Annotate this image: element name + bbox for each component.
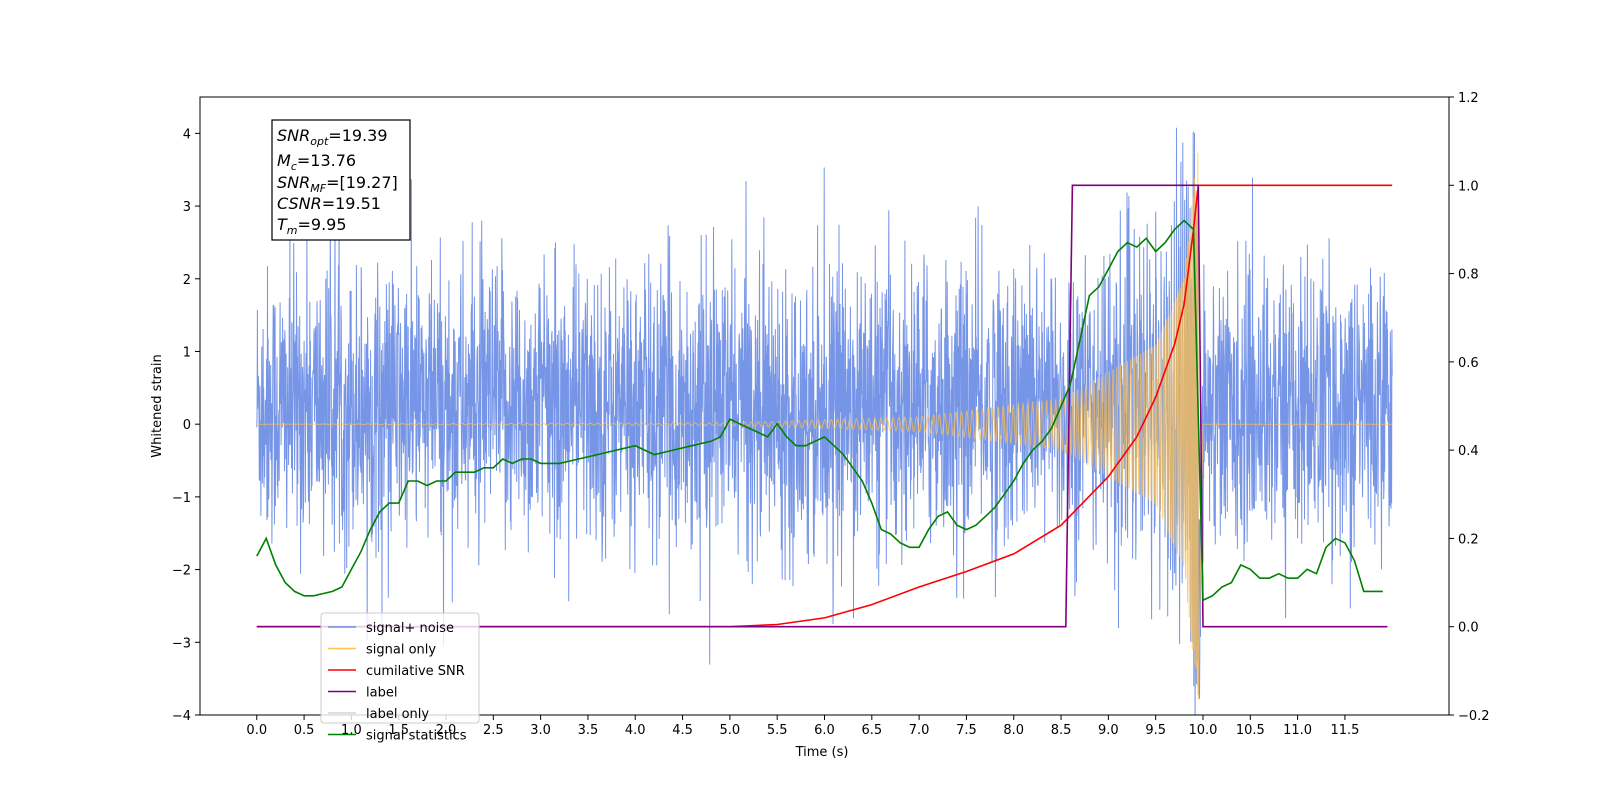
info-box-frame (271, 119, 411, 241)
info-value: =9.95 (298, 215, 347, 234)
y2-tick-label: 1.2 (1458, 91, 1479, 106)
x-tick-label: 11.0 (1283, 723, 1312, 738)
y2-tick-label: 0.0 (1458, 621, 1479, 636)
info-line: SNRMF=[19.27] (277, 173, 398, 195)
info-subscript: m (287, 224, 298, 237)
info-symbol: M (277, 151, 291, 170)
info-value: =19.51 (322, 194, 381, 213)
x-tick-label: 10.0 (1189, 723, 1218, 738)
x-tick-label: 2.5 (483, 723, 504, 738)
info-line: Mc=13.76 (277, 151, 356, 173)
info-symbol: T (277, 215, 288, 234)
y-tick-label: 2 (183, 273, 191, 288)
y-tick-label: 1 (183, 345, 191, 360)
legend-label: signal statistics (366, 729, 467, 744)
x-tick-label: 3.5 (578, 723, 599, 738)
y-tick-label: −1 (172, 491, 191, 506)
info-value: =[19.27] (326, 173, 398, 192)
x-tick-label: 9.5 (1145, 723, 1166, 738)
x-tick-label: 10.5 (1236, 723, 1265, 738)
info-subscript: MF (310, 182, 326, 195)
x-tick-label: 11.5 (1330, 723, 1359, 738)
x-tick-label: 0.0 (246, 723, 267, 738)
x-tick-label: 2.0 (436, 723, 457, 738)
series-signal-only (256, 152, 1393, 700)
info-subscript: opt (310, 135, 329, 148)
legend-label: signal+ noise (366, 621, 454, 636)
x-tick-label: 1.5 (388, 723, 409, 738)
info-box-lines: SNRopt=19.39Mc=13.76SNRMF=[19.27]CSNR=19… (277, 126, 398, 237)
info-symbol: SNR (277, 126, 310, 145)
x-axis-label: Time (s) (795, 745, 849, 760)
info-line: SNRopt=19.39 (277, 126, 388, 148)
x-tick-label: 6.5 (861, 723, 882, 738)
y-tick-label: 3 (183, 200, 191, 215)
info-line: Tm=9.95 (277, 215, 347, 237)
y-tick-label: 4 (183, 127, 191, 142)
x-tick-label: 6.0 (814, 723, 835, 738)
legend-label: label only (366, 707, 429, 722)
y2-axis-ticks: 1.2 1.0 0.8 0.6 0.4 0.2 0.0 −0.2 (1449, 91, 1490, 724)
y-tick-label: 0 (183, 418, 191, 433)
x-tick-label: 5.0 (720, 723, 741, 738)
legend-frame (320, 612, 480, 724)
legend-label: signal only (366, 643, 436, 658)
legend-label: label (366, 686, 397, 701)
x-tick-label: 7.5 (956, 723, 977, 738)
y2-tick-label: 0.2 (1458, 532, 1479, 547)
x-tick-label: 8.0 (1003, 723, 1024, 738)
y2-tick-label: 0.8 (1458, 268, 1479, 283)
info-symbol: SNR (277, 173, 310, 192)
y-axis-ticks: 4 3 2 1 0 −1 −2 −3 −4 (172, 127, 200, 724)
legend-items: signal+ noise signal only cumilative SNR la… (328, 621, 467, 744)
series-signal-statistics (256, 219, 1383, 602)
x-tick-label: 9.0 (1098, 723, 1119, 738)
x-axis-ticks: 0.0 0.5 1.0 1.5 2.0 2.5 3.0 3.5 4.0 4.5 5.0 5.5 6.0 6… (246, 715, 1359, 738)
x-tick-label: 7.0 (909, 723, 930, 738)
x-tick-label: 1.0 (341, 723, 362, 738)
series-cumulative-snr (256, 184, 1393, 628)
y2-tick-label: −0.2 (1458, 709, 1490, 724)
info-line: CSNR=19.51 (277, 194, 381, 213)
y-tick-label: −4 (172, 709, 191, 724)
x-tick-label: 4.5 (672, 723, 693, 738)
info-subscript: c (291, 160, 297, 173)
x-tick-label: 5.5 (767, 723, 788, 738)
legend: signal+ noise signal only cumilative SNR la… (320, 612, 480, 744)
info-value: =13.76 (297, 151, 356, 170)
x-tick-label: 0.5 (294, 723, 315, 738)
x-tick-label: 8.5 (1051, 723, 1072, 738)
info-value: =19.39 (328, 126, 387, 145)
info-symbol: CSNR (277, 194, 322, 213)
info-box: SNRopt=19.39Mc=13.76SNRMF=[19.27]CSNR=19… (271, 119, 411, 241)
y2-tick-label: 0.4 (1458, 444, 1479, 459)
y-tick-label: −3 (172, 636, 191, 651)
legend-label: cumilative SNR (366, 664, 465, 679)
y2-tick-label: 1.0 (1458, 179, 1479, 194)
y-tick-label: −2 (172, 564, 191, 579)
plot-area (256, 127, 1393, 715)
y2-tick-label: 0.6 (1458, 356, 1479, 371)
x-tick-label: 3.0 (530, 723, 551, 738)
series-label (256, 184, 1388, 628)
x-tick-label: 4.0 (625, 723, 646, 738)
y-axis-label: Whitened strain (150, 354, 165, 457)
